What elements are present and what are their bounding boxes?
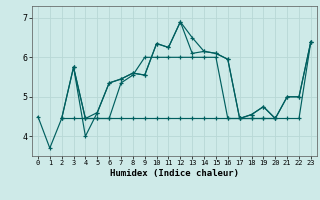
X-axis label: Humidex (Indice chaleur): Humidex (Indice chaleur) <box>110 169 239 178</box>
